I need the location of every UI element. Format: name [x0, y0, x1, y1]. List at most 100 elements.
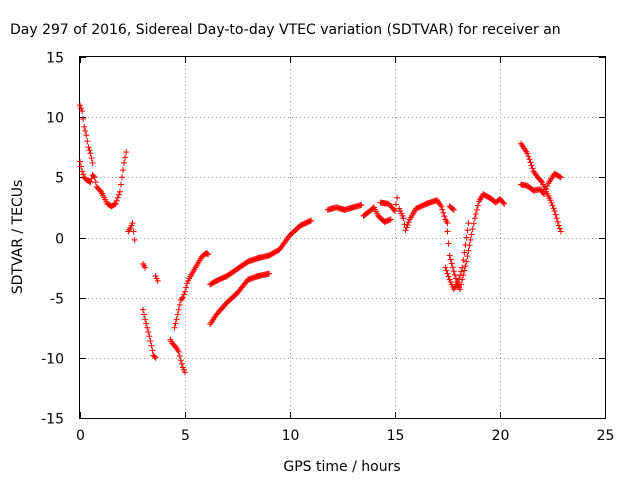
data-point — [471, 215, 478, 222]
data-point — [142, 264, 149, 271]
data-point — [456, 276, 463, 283]
data-point — [528, 162, 535, 169]
data-point — [175, 348, 182, 355]
data-point — [461, 267, 468, 274]
data-point — [402, 227, 409, 234]
y-axis-label: SDTVAR / TECUs — [10, 180, 26, 295]
data-point — [146, 333, 153, 340]
data-point — [204, 250, 211, 257]
x-tick-label: 20 — [492, 428, 510, 444]
data-point — [130, 228, 137, 235]
data-point — [80, 115, 87, 122]
data-point — [115, 191, 122, 198]
data-point — [529, 165, 536, 172]
data-point — [526, 156, 533, 163]
data-point — [176, 301, 183, 308]
data-point — [84, 138, 91, 145]
data-point — [77, 158, 83, 165]
data-point — [438, 203, 445, 210]
data-point — [459, 264, 466, 271]
y-tick-label: 5 — [55, 171, 64, 187]
data-point — [452, 275, 459, 282]
data-point — [175, 306, 182, 313]
data-point — [462, 242, 469, 249]
data-point — [129, 220, 136, 227]
data-point — [474, 202, 481, 209]
data-point — [525, 153, 532, 160]
data-point — [111, 201, 118, 208]
data-point — [552, 211, 559, 218]
data-point — [171, 324, 178, 331]
data-point — [472, 211, 479, 218]
data-point — [152, 354, 159, 361]
data-point — [266, 270, 272, 277]
data-point — [457, 272, 464, 279]
x-tick-label: 5 — [181, 428, 190, 444]
data-point — [78, 105, 85, 112]
x-tick-label: 15 — [387, 428, 405, 444]
data-point — [154, 277, 161, 284]
data-point — [80, 171, 87, 178]
data-point — [400, 215, 407, 222]
data-point — [469, 226, 476, 233]
data-point — [172, 320, 179, 327]
data-point — [403, 224, 410, 231]
data-point — [142, 316, 149, 323]
data-point — [549, 202, 556, 209]
data-point — [404, 221, 411, 228]
data-point — [556, 173, 563, 180]
x-tick-label: 10 — [282, 428, 300, 444]
data-point — [180, 291, 187, 298]
data-point — [465, 247, 472, 254]
data-point — [178, 360, 185, 367]
data-point — [177, 357, 184, 364]
data-point — [89, 159, 96, 166]
data-point — [447, 256, 454, 263]
chart-title: Day 297 of 2016, Sidereal Day-to-day VTE… — [10, 22, 561, 38]
y-tick-label: 10 — [46, 111, 64, 127]
data-point — [131, 236, 138, 243]
data-point — [143, 320, 150, 327]
data-point — [87, 179, 94, 186]
data-point — [144, 324, 151, 331]
data-point — [85, 144, 92, 151]
data-point — [182, 288, 188, 295]
data-point — [441, 213, 448, 220]
data-point — [79, 108, 86, 115]
data-point — [442, 264, 449, 271]
data-point — [548, 199, 555, 206]
grid — [80, 57, 605, 418]
data-points — [77, 102, 564, 376]
data-point — [122, 154, 129, 161]
data-point — [178, 295, 185, 302]
data-point — [554, 218, 561, 225]
data-point — [556, 225, 563, 232]
data-point — [183, 284, 190, 291]
x-axis-label: GPS time / hours — [283, 459, 400, 475]
data-point — [448, 260, 455, 267]
data-point — [81, 123, 88, 130]
data-point — [182, 369, 188, 376]
data-point — [543, 185, 550, 192]
x-tick-label: 0 — [76, 428, 85, 444]
data-point — [77, 102, 83, 109]
data-point — [147, 337, 154, 344]
data-point — [527, 159, 534, 166]
data-point — [79, 168, 86, 175]
data-point — [457, 286, 464, 293]
data-point — [179, 294, 186, 301]
data-point — [446, 252, 453, 259]
data-point — [148, 342, 155, 349]
data-point — [90, 173, 97, 180]
data-point — [460, 257, 467, 264]
data-point — [82, 128, 89, 135]
data-point — [83, 132, 90, 139]
data-point — [91, 174, 98, 181]
data-point — [440, 209, 447, 216]
data-point — [205, 251, 212, 258]
data-point — [463, 258, 470, 265]
data-point — [555, 222, 562, 229]
data-point — [439, 206, 446, 213]
data-point — [86, 147, 93, 154]
